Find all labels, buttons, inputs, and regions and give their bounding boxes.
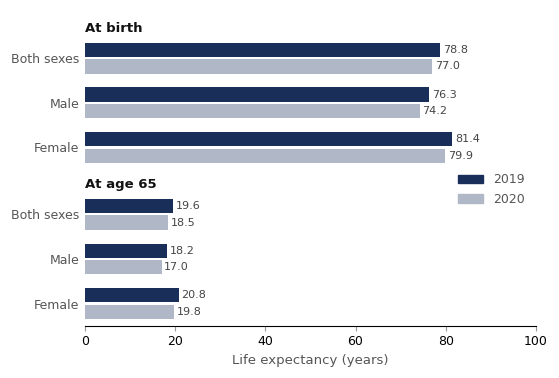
- Text: 18.5: 18.5: [171, 218, 196, 228]
- Text: 18.2: 18.2: [170, 246, 195, 256]
- Text: 78.8: 78.8: [443, 45, 468, 55]
- Bar: [85, 43, 440, 57]
- Text: 20.8: 20.8: [182, 290, 206, 300]
- Bar: [85, 87, 429, 102]
- Bar: [85, 260, 162, 274]
- Text: 19.8: 19.8: [177, 307, 202, 317]
- Bar: [85, 199, 173, 213]
- Text: At age 65: At age 65: [85, 178, 157, 191]
- Bar: [85, 149, 446, 163]
- Bar: [85, 288, 179, 302]
- Legend: 2019, 2020: 2019, 2020: [453, 168, 530, 211]
- Bar: [85, 59, 432, 74]
- Bar: [85, 243, 167, 258]
- Text: 76.3: 76.3: [432, 90, 457, 99]
- Text: 17.0: 17.0: [164, 262, 189, 272]
- Bar: [85, 132, 452, 146]
- Text: 77.0: 77.0: [435, 62, 460, 71]
- Text: 19.6: 19.6: [176, 201, 201, 211]
- Text: 79.9: 79.9: [448, 151, 473, 161]
- Text: 74.2: 74.2: [422, 106, 447, 116]
- Text: 81.4: 81.4: [455, 134, 480, 144]
- X-axis label: Life expectancy (years): Life expectancy (years): [232, 354, 389, 367]
- Bar: [85, 215, 168, 230]
- Text: At birth: At birth: [85, 22, 143, 35]
- Bar: [85, 305, 174, 319]
- Bar: [85, 104, 420, 118]
